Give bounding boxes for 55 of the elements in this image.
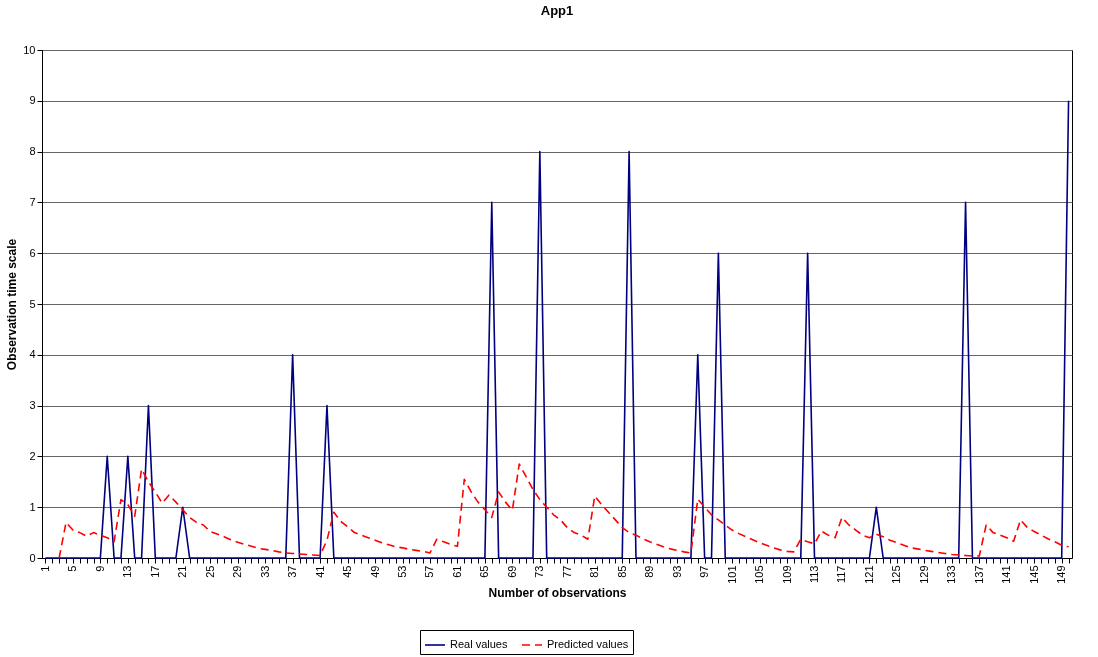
chart-title: App1 (540, 3, 574, 18)
x-tick-label: 105 (753, 565, 766, 584)
x-tick-label: 13 (121, 565, 134, 578)
x-tick-label: 97 (698, 565, 711, 578)
x-tick-label: 9 (93, 565, 106, 572)
x-tick-label: 121 (862, 565, 875, 584)
line-series (58, 463, 1070, 559)
x-tick-label: 53 (396, 565, 408, 578)
legend-label: Predicted values (547, 638, 629, 650)
x-tick-label: 137 (972, 565, 985, 584)
x-tick-label: 125 (890, 565, 903, 584)
y-tick-label: 2 (29, 449, 36, 462)
y-axis-title: Observation time scale (5, 238, 20, 371)
x-axis-title: Number of observations (488, 585, 627, 600)
x-tick-label: 145 (1027, 565, 1040, 584)
y-tick-label: 8 (29, 145, 36, 158)
x-tick-label: 117 (835, 565, 848, 584)
y-tick-label: 5 (29, 297, 36, 310)
x-tick-label: 49 (368, 565, 381, 578)
y-tick-label: 3 (29, 399, 36, 412)
x-tick-label: 29 (231, 565, 244, 578)
x-tick-label: 101 (725, 565, 738, 584)
x-tick-label: 77 (560, 565, 573, 578)
y-tick-label: 7 (29, 195, 36, 208)
x-tick-label: 1 (38, 565, 51, 572)
x-tick-label: 113 (808, 565, 820, 584)
y-tick-label: 10 (23, 43, 36, 56)
y-tick-label: 1 (29, 500, 36, 513)
x-tick-label: 85 (615, 565, 628, 578)
y-tick-label: 6 (29, 246, 36, 259)
x-tick-label: 17 (148, 565, 161, 578)
x-tick-label: 33 (258, 565, 271, 578)
x-tick-label: 93 (670, 565, 683, 578)
x-tick-label: 89 (643, 565, 656, 578)
x-tick-label: 21 (176, 565, 189, 578)
x-tick-label: 25 (203, 565, 216, 578)
x-tick-label: 41 (313, 565, 326, 578)
x-tick-label: 141 (1000, 565, 1013, 584)
y-tick-label: 4 (29, 348, 36, 361)
x-tick-label: 65 (478, 565, 491, 578)
x-tick-label: 45 (341, 565, 354, 578)
x-tick-label: 133 (945, 565, 958, 584)
y-tick-label: 9 (29, 94, 36, 107)
x-tick-label: 73 (533, 565, 546, 578)
x-tick-label: 5 (66, 565, 79, 572)
y-tick-label: 0 (29, 551, 36, 564)
x-tick-label: 61 (450, 565, 463, 578)
x-tick-label: 57 (423, 565, 436, 578)
x-tick-label: 37 (286, 565, 299, 578)
legend-label: Real values (450, 638, 508, 650)
x-tick-label: 69 (505, 565, 518, 578)
x-tick-label: 149 (1055, 565, 1068, 584)
x-tick-label: 109 (780, 565, 793, 584)
x-tick-label: 129 (917, 565, 930, 584)
x-tick-label: 81 (588, 565, 601, 578)
